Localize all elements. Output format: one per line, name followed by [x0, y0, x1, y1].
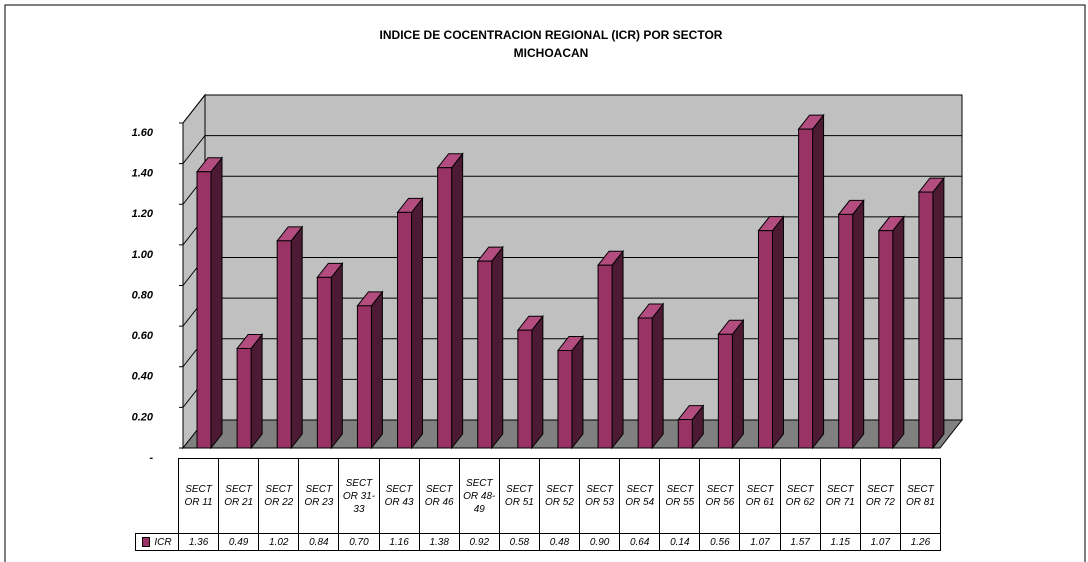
bar-side — [531, 314, 544, 450]
bar — [918, 191, 934, 449]
bar — [637, 317, 653, 449]
x-tick-label: SECTOR 62 — [779, 458, 821, 534]
y-tick-label: 0.40 — [132, 371, 154, 383]
bar — [838, 213, 854, 449]
data-label: 0.64 — [619, 533, 661, 551]
data-label: 0.84 — [298, 533, 340, 551]
x-tick-label: SECTOR 54 — [619, 458, 661, 534]
x-tick-label: SECTOR 11 — [178, 458, 220, 534]
x-tick-label: SECTOR 31-33 — [338, 458, 380, 534]
bar-side — [611, 249, 624, 450]
y-tick-label: 0.20 — [132, 411, 154, 423]
y-tick-label: 1.20 — [132, 208, 154, 220]
data-label: 1.15 — [819, 533, 861, 551]
x-tick-label: SECTOR 53 — [579, 458, 621, 534]
y-tick-label: 0.60 — [132, 330, 154, 342]
x-tick-label: SECTOR 56 — [699, 458, 741, 534]
bar-side — [210, 156, 223, 450]
bar — [517, 329, 533, 449]
x-tick-label: SECTOR 52 — [538, 458, 581, 534]
data-label: 0.90 — [579, 533, 621, 551]
bar — [276, 240, 292, 449]
data-label: 1.26 — [899, 533, 941, 551]
bar — [316, 276, 332, 449]
data-label: 0.14 — [659, 533, 701, 551]
bar-side — [250, 333, 263, 450]
data-label: 1.07 — [859, 533, 901, 551]
data-label: 0.92 — [458, 533, 500, 551]
bar — [677, 419, 693, 449]
bar-side — [330, 261, 343, 450]
x-tick-label: SECTOR 21 — [218, 458, 260, 534]
bar-side — [932, 176, 945, 450]
y-tick-label: - — [149, 452, 153, 464]
data-label: 0.70 — [338, 533, 380, 551]
data-label: 1.16 — [378, 533, 420, 551]
chart-subtitle: MICHOACAN — [514, 46, 589, 60]
data-label: 0.56 — [699, 533, 741, 551]
bar — [356, 305, 372, 449]
bar-side — [892, 215, 905, 450]
bar — [236, 347, 252, 449]
data-label: 1.07 — [739, 533, 781, 551]
bar — [717, 333, 733, 449]
bar-side — [451, 152, 464, 450]
bar-side — [491, 245, 504, 450]
legend-key: ICR — [135, 533, 179, 551]
x-tick-label: SECTOR 23 — [298, 458, 340, 534]
data-label: 1.57 — [779, 533, 821, 551]
data-label: 1.36 — [178, 533, 220, 551]
data-label: 0.49 — [218, 533, 260, 551]
x-tick-label: SECTOR 61 — [739, 458, 781, 534]
bar-side — [852, 198, 865, 450]
bar-side — [290, 225, 303, 450]
bar — [557, 350, 573, 449]
y-tick-label: 1.00 — [132, 249, 154, 261]
bar-side — [370, 290, 383, 450]
y-tick-label: 0.80 — [132, 289, 154, 301]
y-tick-label: 1.40 — [132, 168, 154, 180]
bar — [878, 230, 894, 449]
data-label: 0.58 — [498, 533, 540, 551]
x-tick-label: SECTOR 51 — [498, 458, 540, 534]
bar — [798, 128, 814, 449]
x-tick-label: SECTOR 55 — [659, 458, 701, 534]
bar-side — [731, 318, 744, 450]
grid-line — [182, 94, 962, 124]
data-label: 1.38 — [418, 533, 460, 551]
grid-line — [182, 135, 962, 164]
bar — [597, 264, 613, 449]
x-tick-label: SECTOR 43 — [378, 458, 420, 534]
data-label: 0.48 — [538, 533, 581, 551]
bar-side — [411, 196, 424, 450]
x-tick-label: SECTOR 46 — [418, 458, 460, 534]
legend-swatch — [142, 537, 151, 547]
x-tick-label: SECTOR 22 — [258, 458, 300, 534]
bar — [437, 167, 453, 449]
bar-side — [771, 215, 784, 450]
chart-title: INDICE DE COCENTRACION REGIONAL (ICR) PO… — [380, 28, 723, 42]
bar-side — [651, 302, 664, 450]
x-tick-label: SECTOR 71 — [819, 458, 861, 534]
bar — [477, 260, 493, 449]
x-tick-label: SECTOR 81 — [899, 458, 941, 534]
legend-label: ICR — [154, 536, 172, 548]
x-tick-label: SECTOR 48-49 — [458, 458, 500, 534]
bar-side — [812, 113, 825, 450]
y-tick-label: 1.60 — [132, 127, 154, 139]
data-label: 1.02 — [258, 533, 300, 551]
x-tick-label: SECTOR 72 — [859, 458, 901, 534]
bar-side — [571, 335, 584, 450]
bar — [196, 171, 212, 449]
bar — [757, 230, 773, 449]
bar — [397, 211, 413, 449]
